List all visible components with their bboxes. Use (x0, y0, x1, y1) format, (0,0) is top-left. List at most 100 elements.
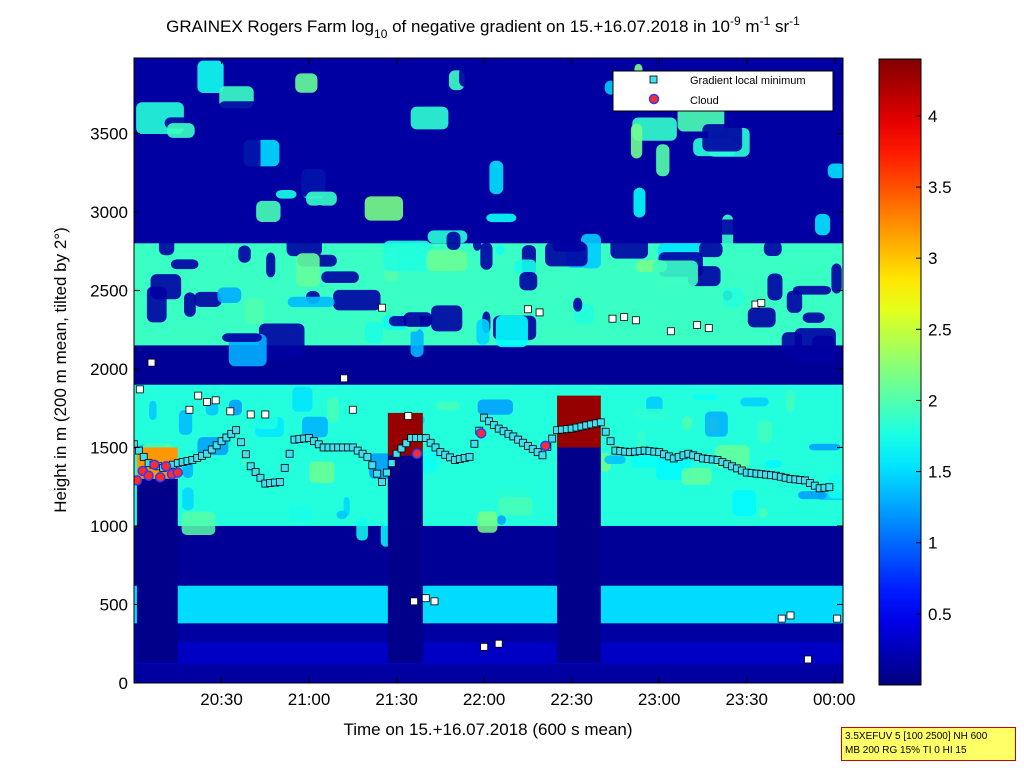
heatmap-patch (297, 161, 341, 197)
heatmap-patch (486, 213, 517, 223)
heatmap-patch (802, 312, 825, 323)
x-axis: 20:30 21:00 21:30 22:00 22:30 23:00 23:30 00:00 (200, 58, 856, 709)
heatmap-patch (184, 292, 196, 317)
heatmap-patch (296, 253, 320, 287)
gradient-min-marker-upper (430, 597, 439, 606)
colorbar-ticks: 0.5 1 1.5 2 2.5 3 3.5 4 (916, 107, 952, 624)
legend-min-label: Gradient local minimum (690, 75, 806, 87)
gradient-min-marker-upper (704, 324, 713, 333)
heatmap-patch (166, 123, 195, 138)
gradient-min-marker (212, 441, 221, 450)
heatmap-patch (610, 237, 649, 259)
gradient-min-marker-upper (421, 594, 430, 603)
heatmap-patch (604, 455, 626, 464)
gradient-min-marker (237, 438, 245, 447)
gradient-min-marker-upper (211, 396, 220, 405)
heatmap-patch (499, 124, 522, 141)
heatmap-layer-surface-layer (134, 642, 843, 665)
gradient-min-marker (378, 478, 386, 486)
gradient-min-marker (246, 462, 255, 471)
heatmap-patch (815, 213, 831, 236)
heatmap-patch (786, 390, 795, 412)
chart-title-sup2: -1 (760, 14, 771, 28)
legend-cloud-label: Cloud (690, 95, 719, 107)
heatmap-cloud-shadow (557, 447, 601, 663)
colorbar-tick-label: 2 (928, 391, 937, 410)
y-axis: 0 500 1000 1500 2000 2500 3000 3500 (90, 124, 843, 693)
heatmap-patch (309, 461, 335, 484)
heatmap-patch (275, 190, 297, 199)
gradient-min-marker (203, 449, 211, 458)
heatmap-patch (794, 328, 836, 364)
heatmap-patch (758, 507, 768, 518)
heatmap-patch (656, 144, 670, 177)
gradient-min-marker (285, 449, 294, 458)
gradient-min-marker (256, 473, 265, 482)
chart-title-mid3: sr (770, 17, 789, 36)
gradient-min-marker-upper (693, 321, 702, 329)
x-tick-label: 00:00 (813, 690, 856, 709)
gradient-min-marker-upper (523, 305, 532, 314)
y-tick-label: 0 (119, 674, 128, 693)
heatmap-patch (834, 203, 843, 238)
x-tick-label: 21:30 (375, 690, 418, 709)
legend-cloud-marker (648, 93, 660, 105)
cloud-marker (172, 467, 184, 478)
x-tick-label: 21:00 (288, 690, 331, 709)
colorbar: 0.5 1 1.5 2 2.5 3 3.5 4 (878, 58, 952, 686)
gradient-min-marker-upper (261, 410, 270, 419)
gradient-min-marker (280, 463, 289, 472)
plot-frame (133, 57, 844, 684)
heatmap-patch (459, 67, 503, 87)
gradient-min-marker-upper (631, 316, 640, 325)
heatmap-patch (495, 315, 528, 348)
colorbar-tick-label: 1.5 (928, 463, 952, 482)
heatmap-patch (288, 505, 313, 522)
cloud-marker (160, 461, 172, 472)
heatmap-patch (217, 287, 242, 304)
gradient-min-marker (470, 439, 479, 448)
chart-title: GRAINEX Rogers Farm log10 of negative gr… (166, 14, 800, 41)
heatmap-patch (440, 150, 488, 183)
colorbar-tick-label: 4 (928, 107, 937, 126)
heatmap-patch (495, 245, 505, 255)
gradient-min-marker (431, 443, 440, 452)
colorbar-tick-label: 3.5 (928, 178, 952, 197)
heatmap-patch (489, 160, 504, 195)
heatmap-patch (498, 497, 533, 516)
colorbar-tick-label: 0.5 (928, 605, 952, 624)
heatmap-patch (699, 242, 723, 258)
heatmap-patch (431, 305, 463, 332)
heatmap-patch (336, 510, 348, 520)
heatmap-patch (804, 113, 830, 124)
heatmap-patch (253, 408, 278, 430)
heatmap-patch (519, 271, 538, 291)
gradient-min-marker-upper (608, 314, 617, 323)
heatmap-patch (798, 491, 827, 500)
heatmap-layer-mid-gap (134, 525, 843, 586)
legend: Gradient local minimum Cloud (612, 70, 834, 112)
gradient-min-marker (207, 445, 216, 454)
gradient-min-marker-upper (833, 614, 842, 623)
heatmap-patch (763, 241, 782, 257)
gradient-min-marker-upper (410, 597, 418, 606)
heatmap-cloud-shadow (136, 478, 178, 663)
gradient-min-marker-upper (246, 410, 255, 419)
heatmap-patch (455, 125, 467, 146)
heatmap-patch (410, 106, 449, 130)
legend-min-marker (649, 75, 658, 84)
heatmap-patch (496, 515, 507, 525)
heatmap-patch (533, 140, 570, 175)
x-tick-label: 20:30 (200, 690, 243, 709)
heatmap-patch (430, 179, 447, 211)
gradient-min-marker (392, 449, 401, 458)
heatmap-patch (420, 449, 438, 473)
heatmap-patch (513, 148, 526, 177)
y-tick-label: 3500 (90, 124, 128, 143)
gradient-min-marker (606, 437, 615, 446)
heatmap-patch (747, 307, 776, 328)
gradient-min-marker-upper (340, 374, 348, 383)
cloud-marker (540, 440, 551, 452)
